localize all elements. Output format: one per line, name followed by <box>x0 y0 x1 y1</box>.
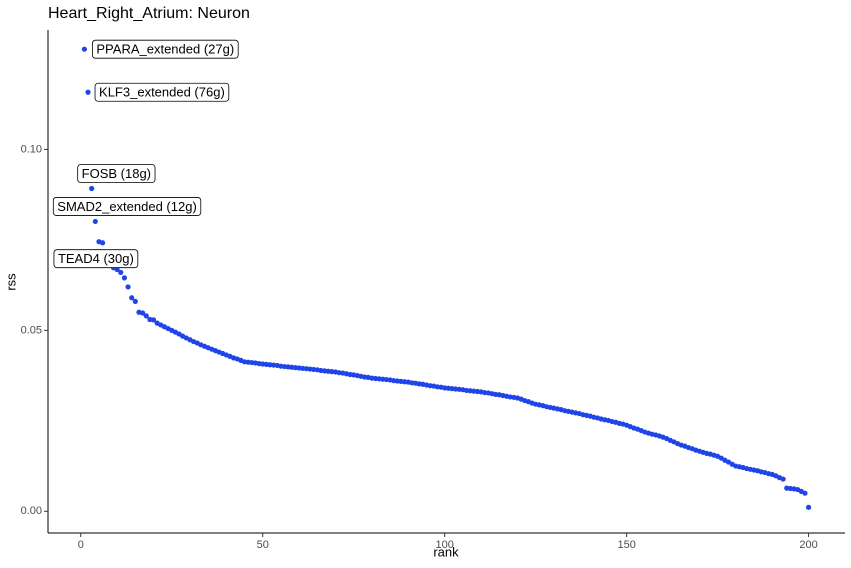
point <box>114 266 120 273</box>
point <box>121 275 128 281</box>
x-tick-label: 150 <box>617 539 635 551</box>
annotation-box <box>91 39 239 59</box>
annotation-box <box>94 82 230 102</box>
y-tick-label: 0.05 <box>21 324 42 336</box>
point <box>143 313 149 319</box>
x-tick-label: 0 <box>78 539 84 551</box>
point <box>118 269 124 276</box>
point <box>132 298 138 305</box>
annotation-label: TEAD4 (30g) <box>58 251 134 266</box>
annotation-box <box>77 164 156 183</box>
chart-title: Heart_Right_Atrium: Neuron <box>48 5 250 22</box>
y-tick-label: 0.10 <box>21 143 42 155</box>
annotation-label: PPARA_extended (27g) <box>96 42 234 57</box>
annotation-label: FOSB (18g) <box>82 166 151 181</box>
point <box>92 218 98 225</box>
point <box>802 490 808 496</box>
point <box>99 240 106 246</box>
y-axis-label: rss <box>3 273 18 291</box>
point <box>150 317 157 323</box>
x-axis-label: rank <box>433 544 459 559</box>
point <box>85 89 91 95</box>
y-tick-label: 0.00 <box>21 505 42 517</box>
annotation-box <box>53 249 139 269</box>
point <box>125 284 131 290</box>
x-tick-label: 200 <box>799 539 817 551</box>
annotation-label: KLF3_extended (76g) <box>99 85 225 100</box>
point <box>806 504 812 510</box>
annotation-box <box>52 197 202 216</box>
point <box>780 476 786 482</box>
point <box>81 46 87 52</box>
x-tick-label: 100 <box>436 539 454 551</box>
point <box>129 295 135 301</box>
point <box>89 185 95 192</box>
point <box>140 310 146 316</box>
x-tick-label: 50 <box>257 539 269 551</box>
annotation-label: SMAD2_extended (12g) <box>57 199 196 214</box>
